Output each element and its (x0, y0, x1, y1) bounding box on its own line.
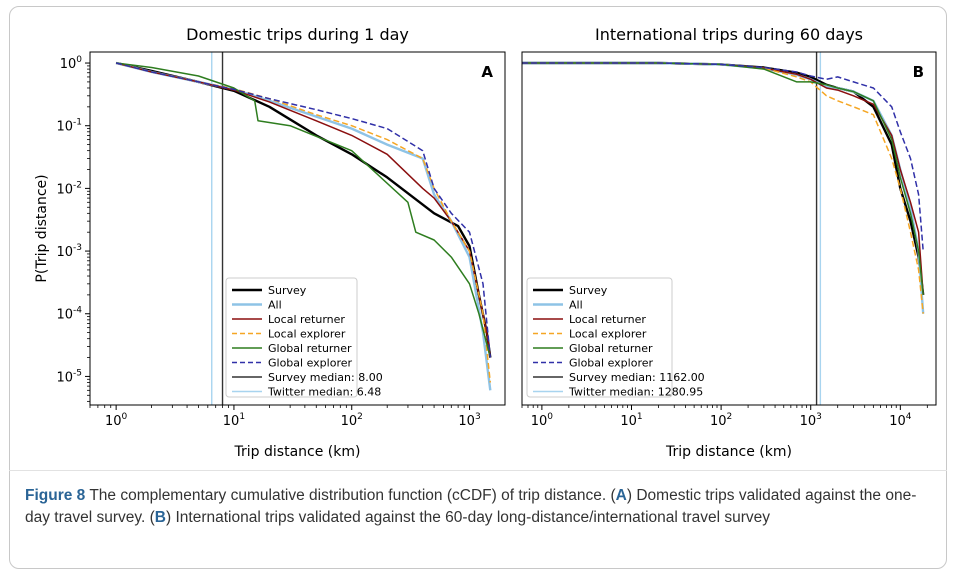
panel-letter: B (913, 63, 924, 81)
caption-a-letter: A (615, 487, 627, 504)
legend-label: Local explorer (268, 328, 346, 341)
x-tick-label: 102 (341, 412, 363, 429)
panel-letter: A (481, 63, 493, 81)
plot-frame (89, 51, 506, 406)
figure-caption: Figure 8 The complementary cumulative di… (25, 485, 930, 529)
legend-label: All (268, 299, 282, 312)
y-tick-label: 10-5 (56, 368, 82, 385)
series-line-survey (522, 61, 925, 296)
legend-label: Local returner (268, 313, 345, 326)
series-line-global-returner (116, 62, 492, 358)
y-axis-label: P(Trip distance) (34, 174, 50, 282)
legend-label: All (569, 299, 583, 312)
panel-title: Domestic trips during 1 day (186, 25, 409, 44)
x-tick-label: 100 (105, 412, 128, 429)
legend-label: Global explorer (268, 357, 352, 370)
x-tick-label: 101 (620, 412, 642, 429)
legend-label: Survey (268, 284, 307, 297)
y-tick-label: 10-1 (56, 118, 82, 135)
caption-divider (9, 470, 947, 471)
caption-b-letter: B (154, 509, 166, 526)
series-line-global-explorer (522, 62, 924, 252)
series-line-local-explorer (522, 62, 924, 314)
x-axis-label: Trip distance (km) (234, 444, 361, 460)
series-line-global-explorer (115, 62, 492, 358)
series-line-local-returner (115, 62, 492, 358)
legend-box (225, 277, 358, 398)
legend-label: Local returner (569, 313, 646, 326)
legend-label: Survey (569, 284, 608, 297)
legend-label: Twitter median: 6.48 (267, 386, 381, 399)
panel-title: International trips during 60 days (595, 25, 863, 44)
legend-label: Global explorer (569, 357, 653, 370)
legend-label: Global returner (569, 342, 653, 355)
figure-plots: Domestic trips during 1 day Trip distance… (34, 25, 937, 460)
x-tick-label: 102 (710, 412, 732, 429)
x-axis-label: Trip distance (km) (665, 444, 792, 460)
caption-a-text: ) Domestic trips validated against the o… (25, 487, 917, 526)
legend-label: Twitter median: 1280.95 (568, 386, 703, 399)
legend-label: Survey median: 1162.00 (569, 371, 705, 384)
x-tick-label: 103 (800, 412, 822, 429)
series-group (115, 61, 492, 391)
x-tick-label: 100 (531, 412, 554, 429)
y-tick-label: 10-2 (56, 180, 82, 197)
plot-frame (521, 51, 937, 406)
legend-label: Survey median: 8.00 (268, 371, 383, 384)
x-tick-label: 101 (223, 412, 245, 429)
caption-b-text: ) International trips validated against … (166, 509, 770, 526)
series-group (522, 61, 925, 314)
series-line-global-returner (522, 62, 924, 295)
y-tick-label: 10-3 (56, 243, 82, 260)
x-tick-label: 104 (889, 412, 912, 429)
caption-intro: The complementary cumulative distributio… (89, 487, 616, 504)
y-tick-label: 100 (60, 55, 83, 72)
legend-box (526, 277, 673, 398)
figure-label: Figure 8 (25, 487, 86, 504)
legend-label: Global returner (268, 342, 352, 355)
legend-label: Local explorer (569, 328, 647, 341)
x-tick-label: 103 (458, 412, 480, 429)
y-tick-label: 10-4 (56, 306, 82, 323)
